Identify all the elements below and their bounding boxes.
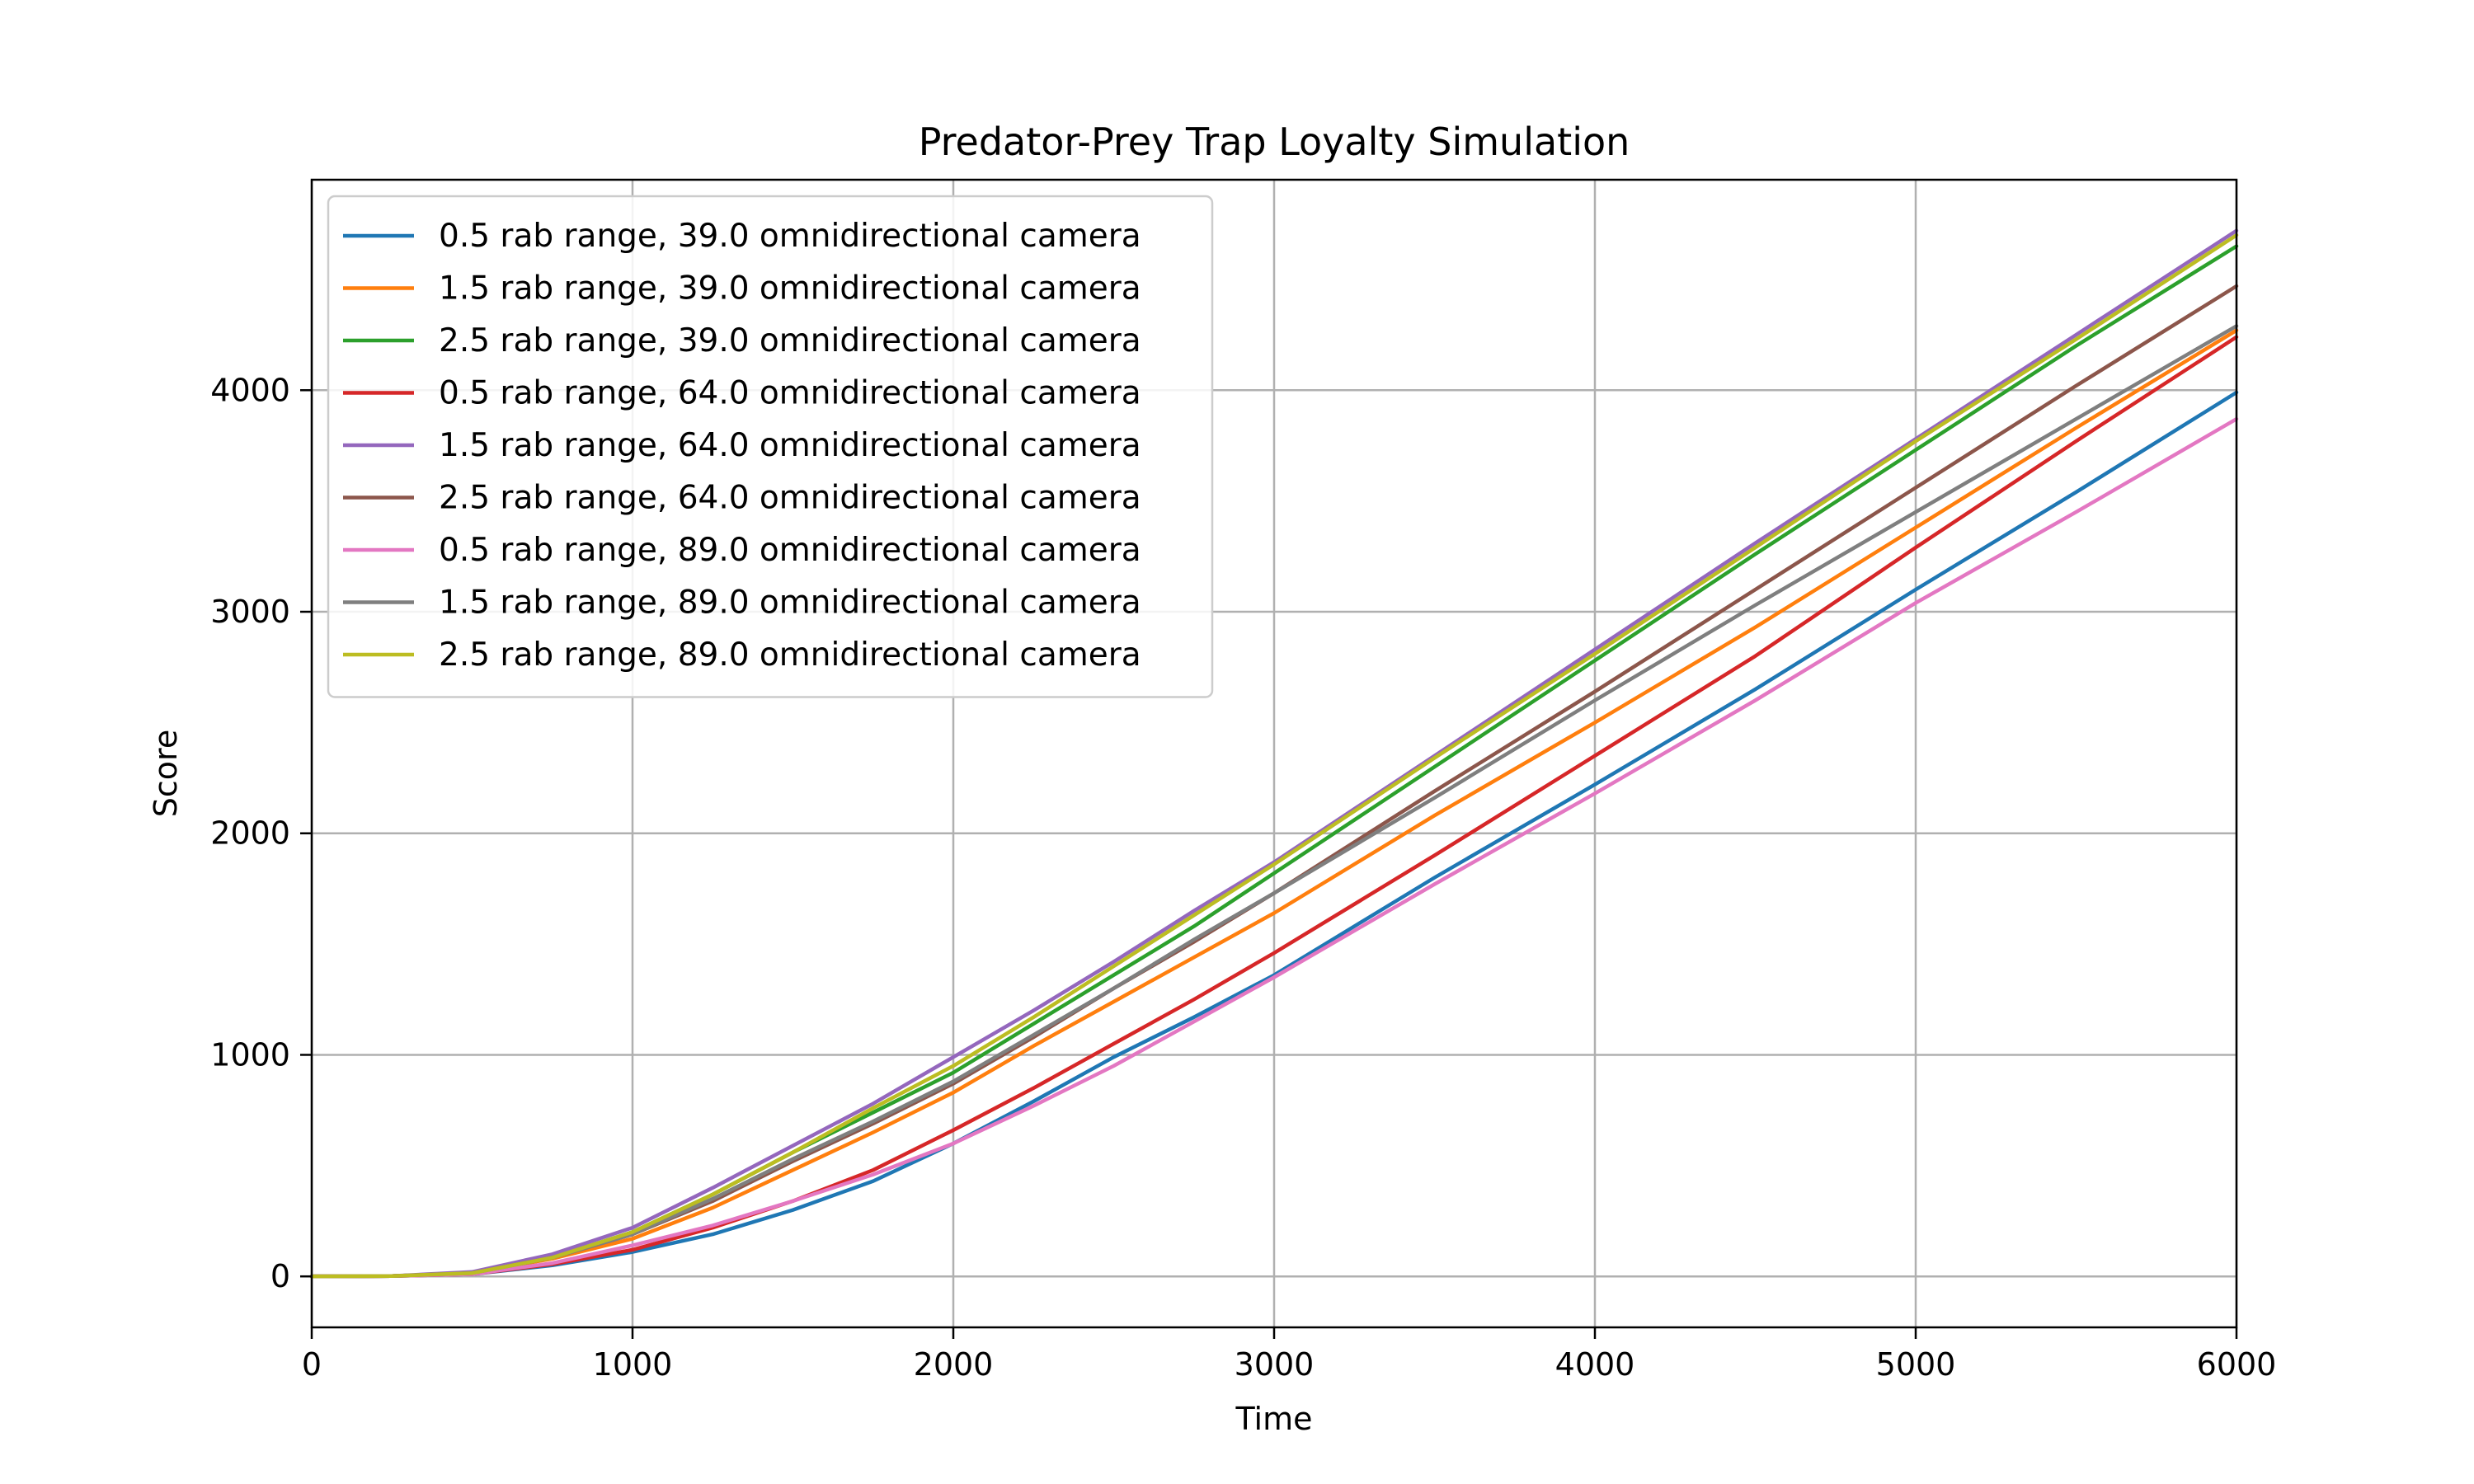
legend-entry-label: 0.5 rab range, 64.0 omnidirectional came… [439, 375, 1141, 412]
x-axis-label: Time [1235, 1401, 1313, 1437]
legend-entry-label: 2.5 rab range, 39.0 omnidirectional came… [439, 322, 1141, 359]
x-tick-label: 5000 [1876, 1346, 1956, 1383]
legend-entry-label: 1.5 rab range, 64.0 omnidirectional came… [439, 427, 1141, 464]
legend-entry-label: 0.5 rab range, 89.0 omnidirectional came… [439, 532, 1141, 569]
x-tick-label: 4000 [1555, 1346, 1635, 1383]
series-line-7 [309, 416, 2239, 1279]
series-line-5 [309, 228, 2239, 1279]
legend-box [327, 195, 1214, 698]
legend-entry-label: 1.5 rab range, 39.0 omnidirectional came… [439, 270, 1141, 308]
x-tick-label: 6000 [2197, 1346, 2277, 1383]
y-tick-label: 2000 [210, 815, 290, 852]
legend: 0.5 rab range, 39.0 omnidirectional came… [327, 195, 1214, 698]
x-tick-label: 0 [302, 1346, 322, 1383]
y-tick-label: 1000 [210, 1036, 290, 1073]
y-tick-label: 0 [270, 1258, 290, 1294]
chart-title: Predator-Prey Trap Loyalty Simulation [919, 120, 1630, 164]
y-tick-label: 4000 [210, 372, 290, 408]
y-tick-label: 3000 [210, 594, 290, 630]
y-axis-label: Score [148, 730, 184, 817]
axis-ticks: 0 1000 2000 3000 4000 5000 6000 0 1000 2000 3000 40… [210, 372, 2276, 1383]
x-tick-label: 1000 [593, 1346, 673, 1383]
series-line-9 [309, 232, 2239, 1279]
legend-entry-label: 1.5 rab range, 89.0 omnidirectional came… [439, 585, 1141, 622]
legend-entry-label: 0.5 rab range, 39.0 omnidirectional came… [439, 218, 1141, 255]
legend-entry-label: 2.5 rab range, 64.0 omnidirectional came… [439, 480, 1141, 517]
legend-entry-label: 2.5 rab range, 89.0 omnidirectional came… [439, 636, 1141, 674]
x-tick-label: 3000 [1235, 1346, 1315, 1383]
x-tick-label: 2000 [914, 1346, 994, 1383]
series-lines [309, 228, 2239, 1279]
